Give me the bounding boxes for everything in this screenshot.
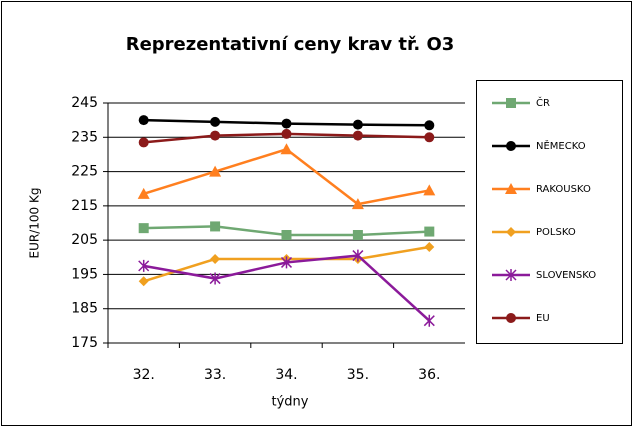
- marker: [351, 198, 364, 210]
- marker: [424, 226, 435, 237]
- x-axis-label: týdny: [272, 395, 309, 410]
- marker: [281, 230, 292, 240]
- marker: [506, 98, 516, 108]
- marker: [138, 259, 150, 272]
- y-tick-label: 175: [71, 335, 98, 351]
- marker: [138, 223, 149, 234]
- legend-label: RAKOUSKO: [536, 184, 591, 195]
- marker: [210, 254, 221, 264]
- marker: [424, 132, 435, 143]
- x-tick-label: 33.: [204, 367, 226, 383]
- y-axis-label: EUR/100 Kg: [28, 188, 42, 259]
- marker: [424, 120, 435, 131]
- marker: [280, 143, 293, 155]
- marker: [505, 183, 517, 194]
- marker: [281, 118, 292, 129]
- legend-label: POLSKO: [536, 227, 576, 238]
- y-tick-label: 195: [71, 266, 98, 282]
- marker: [506, 313, 516, 323]
- y-tick-label: 205: [71, 232, 98, 248]
- marker: [138, 276, 149, 287]
- marker: [137, 187, 150, 199]
- legend-label: EU: [536, 313, 550, 324]
- legend-label: SLOVENSKO: [536, 270, 596, 281]
- x-tick-label: 34.: [275, 367, 297, 383]
- marker: [424, 242, 435, 252]
- marker: [209, 272, 221, 285]
- marker: [423, 184, 436, 196]
- legend-box: [476, 80, 623, 344]
- y-tick-label: 215: [71, 198, 98, 214]
- marker: [138, 137, 149, 148]
- marker: [210, 221, 221, 232]
- marker: [506, 227, 516, 237]
- legend-label: NĚMECKO: [536, 139, 586, 152]
- marker: [210, 116, 221, 127]
- marker: [352, 119, 363, 130]
- marker: [352, 130, 363, 141]
- legend-label: ČR: [536, 96, 550, 109]
- y-tick-label: 185: [71, 301, 98, 317]
- marker: [505, 269, 517, 281]
- x-tick-label: 36.: [418, 367, 440, 383]
- y-tick-label: 245: [71, 95, 98, 111]
- marker: [423, 314, 435, 327]
- marker: [281, 128, 292, 139]
- marker: [210, 130, 221, 141]
- marker: [352, 230, 363, 240]
- chart-title: Reprezentativní ceny krav tř. O3: [126, 34, 455, 55]
- y-tick-label: 235: [71, 129, 98, 145]
- x-tick-label: 35.: [347, 367, 369, 383]
- marker: [138, 115, 149, 126]
- marker: [506, 141, 516, 151]
- marker: [280, 256, 293, 269]
- y-tick-label: 225: [71, 164, 98, 180]
- marker: [209, 165, 222, 177]
- x-tick-label: 32.: [133, 367, 155, 383]
- marker: [352, 249, 364, 262]
